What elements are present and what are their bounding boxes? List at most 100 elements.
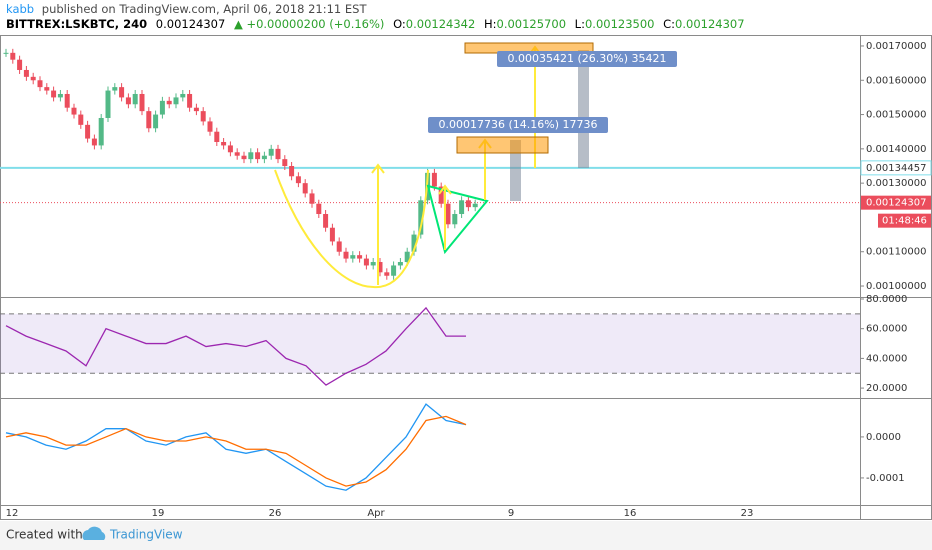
candle (350, 255, 356, 259)
y-tick-label: 0.00150000 (866, 110, 926, 121)
y-tick-label: 20.0000 (866, 383, 907, 394)
candle (302, 183, 308, 194)
measure-bar (510, 140, 521, 201)
arrow (371, 163, 385, 285)
y-tick-label: 0.0000 (866, 432, 901, 443)
candle (91, 138, 97, 146)
y-tick-label: 0.00160000 (866, 75, 926, 86)
rsi-band (0, 313, 860, 374)
x-tick-label: 16 (624, 508, 637, 519)
candle (377, 262, 383, 273)
candle (234, 152, 240, 156)
candle (309, 193, 315, 204)
candle (125, 97, 131, 105)
candle (343, 251, 349, 259)
candle (316, 203, 322, 215)
candle (323, 214, 329, 228)
arrow (438, 184, 452, 250)
candle (153, 114, 159, 129)
candle (187, 93, 193, 108)
candle (3, 52, 9, 54)
l-label: L: (575, 17, 585, 31)
candle (78, 114, 84, 125)
symbol: BITTREX:LSKBTC, 240 (6, 17, 147, 31)
y-tick-label: -0.0001 (866, 473, 905, 484)
series-line (5, 306, 466, 386)
footer-bar (0, 521, 932, 550)
high: 0.00125700 (497, 17, 567, 31)
candle (370, 262, 376, 266)
candle (146, 111, 152, 129)
o-label: O: (393, 17, 406, 31)
candle (173, 97, 179, 105)
measure-bar (578, 50, 589, 168)
y-tick-label: 60.0000 (866, 324, 907, 335)
series-line (5, 415, 467, 487)
candle (180, 93, 186, 98)
x-tick-label: 19 (152, 508, 165, 519)
candle (30, 76, 36, 81)
candle (329, 227, 335, 242)
candle (98, 117, 104, 146)
candle (214, 131, 220, 142)
drawings: 0.00017736 (14.16%) 17736 0.00035421 (26… (274, 42, 677, 289)
candle (289, 166, 295, 177)
candle (241, 155, 247, 160)
candle (200, 111, 206, 122)
candle (207, 121, 213, 132)
x-tick-label: 23 (741, 508, 754, 519)
candle (275, 148, 281, 160)
candle (139, 93, 145, 112)
measure-label-box (497, 51, 677, 67)
candle (255, 152, 261, 160)
candle (119, 87, 125, 98)
candle (268, 148, 274, 156)
h-label: H: (484, 17, 497, 31)
candle (397, 262, 403, 266)
y-tick-label: 0.00110000 (866, 247, 926, 258)
x-tick-label: 26 (269, 508, 282, 519)
frames (0, 35, 932, 520)
author[interactable]: kabb (6, 2, 34, 16)
candle (57, 93, 63, 98)
candle (459, 200, 465, 215)
candle (23, 69, 29, 77)
last-price-box (861, 195, 931, 210)
candle (193, 107, 199, 112)
candle (44, 87, 50, 91)
target-box (456, 136, 549, 154)
candle (336, 241, 342, 252)
candle (248, 152, 254, 160)
change: ▲ +0.00000200 (+0.16%) (234, 17, 384, 31)
close: 0.00124307 (675, 17, 745, 31)
symbol-line: BITTREX:LSKBTC, 240 0.00124307 ▲ +0.0000… (6, 17, 745, 31)
x-tick-label: 12 (6, 508, 19, 519)
plot: 0.00170000 0.00160000 0.00150000 0.00140000… (0, 41, 932, 519)
candle (295, 176, 301, 184)
candle (411, 234, 417, 252)
pennant (426, 184, 489, 255)
candle (363, 258, 369, 266)
candle (357, 255, 363, 259)
candle (105, 90, 111, 118)
level-label: 0.00134457 (866, 163, 926, 174)
y-tick-label: 80.0000 (866, 294, 907, 305)
measure-label: 0.00035421 (26.30%) 35421 (508, 52, 667, 65)
candle (404, 251, 410, 263)
x-tick-label: Apr (367, 508, 385, 519)
logo (82, 526, 106, 540)
candle (64, 93, 70, 108)
candle (282, 159, 288, 166)
footer-brand[interactable]: TradingView (109, 528, 183, 542)
candle (166, 100, 172, 105)
candle (10, 52, 16, 60)
x-tick-label: 9 (508, 508, 514, 519)
candle (472, 203, 478, 208)
cup-curve (274, 169, 429, 289)
y-tick-label: 40.0000 (866, 353, 907, 364)
candle (71, 107, 77, 115)
measure-label-box (428, 117, 608, 133)
candle (418, 200, 424, 235)
candle (431, 172, 437, 187)
